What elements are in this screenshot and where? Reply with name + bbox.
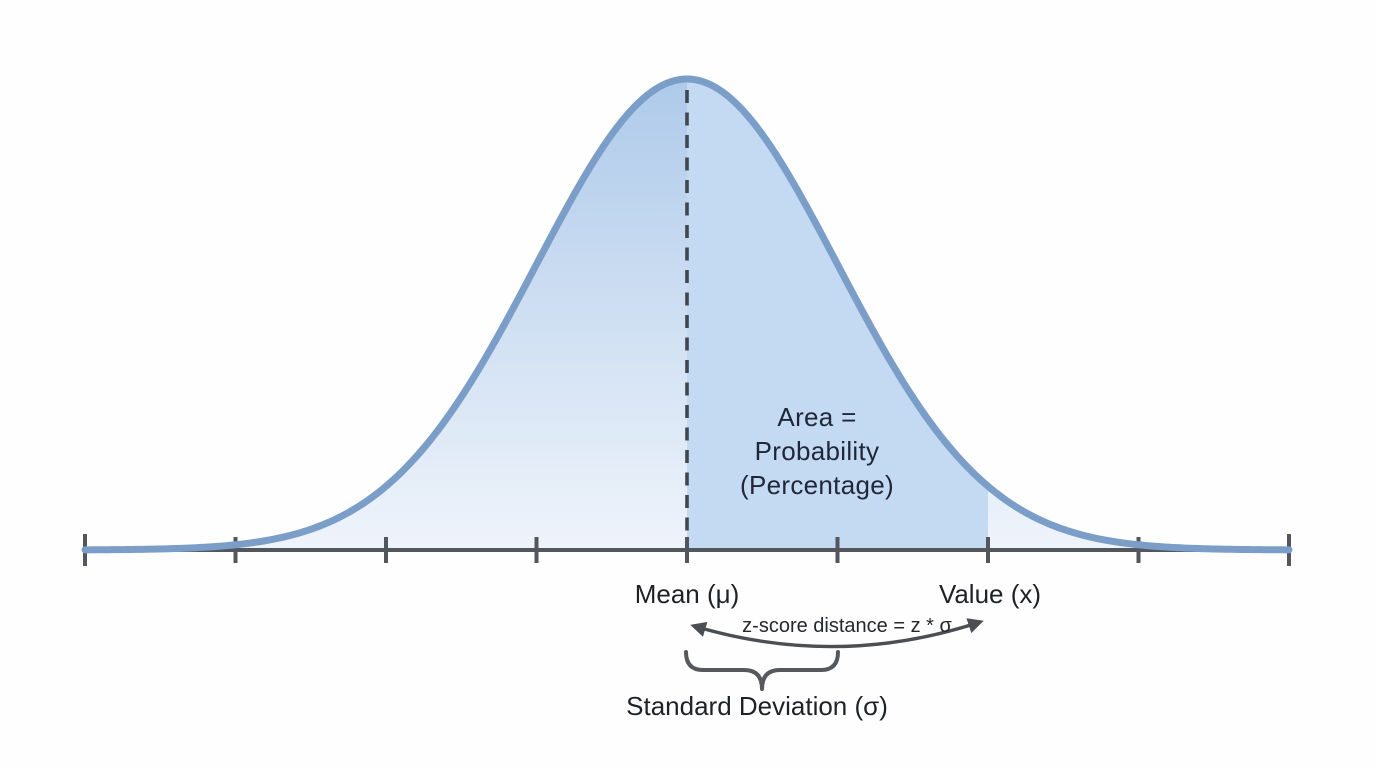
area-label-line2: Probability [755, 436, 880, 466]
stddev-label: Standard Deviation (σ) [626, 691, 888, 721]
area-label: Area = Probability (Percentage) [740, 402, 894, 500]
area-label-line1: Area = [777, 402, 856, 432]
mean-label: Mean (μ) [635, 579, 740, 609]
zscore-double-arrow [690, 618, 984, 649]
probability-area-highlight [687, 79, 988, 550]
stddev-brace [684, 650, 840, 691]
area-label-line3: (Percentage) [740, 470, 894, 500]
zscore-label: z-score distance = z * σ [742, 615, 952, 637]
value-label: Value (x) [939, 579, 1041, 609]
bell-curve [81, 75, 1293, 554]
